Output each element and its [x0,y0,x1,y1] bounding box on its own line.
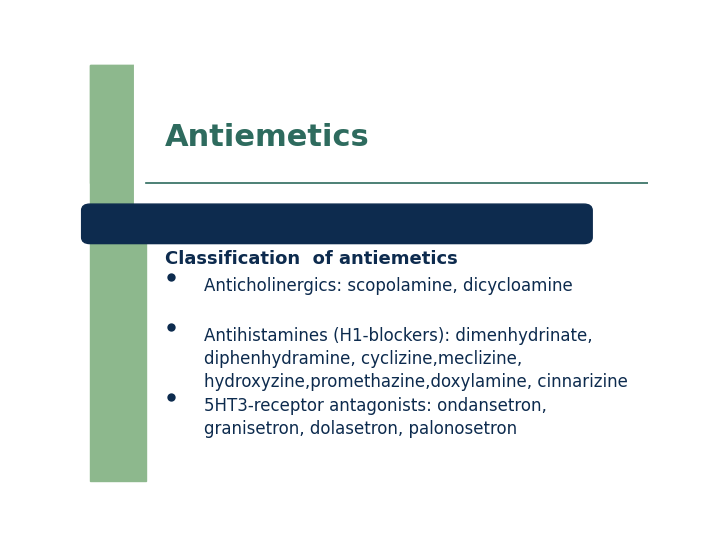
Bar [90,65,380,183]
Text: Anticholinergics: scopolamine, dicycloamine: Anticholinergics: scopolamine, dicycloam… [204,277,573,295]
FancyBboxPatch shape [135,57,657,239]
FancyBboxPatch shape [81,204,593,244]
Bar [90,65,145,481]
Text: Antiemetics: Antiemetics [166,123,370,152]
Text: Classification  of antiemetics: Classification of antiemetics [166,250,458,268]
Text: 5HT3-receptor antagonists: ondansetron,
granisetron, dolasetron, palonosetron: 5HT3-receptor antagonists: ondansetron, … [204,397,547,438]
Text: Antihistamines (H1-blockers): dimenhydrinate,
diphenhydramine, cyclizine,meclizi: Antihistamines (H1-blockers): dimenhydri… [204,327,629,390]
